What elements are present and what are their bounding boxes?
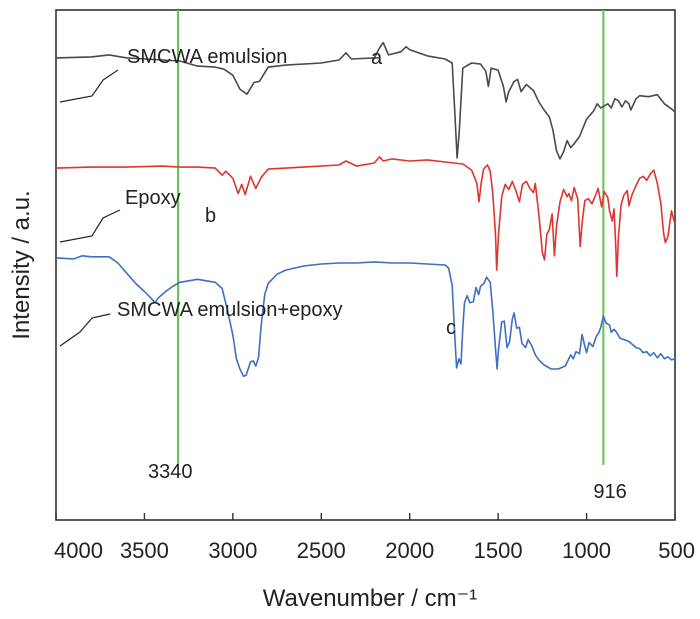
plot-frame [55, 9, 676, 521]
series-letter-c: c [446, 317, 456, 339]
series-leader-a [59, 69, 119, 103]
x-tick-label-500: 500 [658, 538, 695, 563]
reference-lines [177, 10, 605, 465]
series-leader-c [59, 313, 111, 347]
x-axis-title: Wavenumber / cm⁻¹ [263, 585, 478, 612]
series-leader-b [59, 209, 121, 243]
series-name-b: Epoxy [125, 187, 181, 209]
reference-label-3340: 3340 [148, 461, 193, 483]
series-line-b [55, 156, 676, 277]
series-line-a [55, 41, 676, 160]
series-letter-a: a [371, 47, 383, 69]
spectra-series [55, 41, 676, 377]
x-tick-label-3000: 3000 [208, 538, 257, 563]
series-line-c [55, 255, 676, 377]
series-letter-b: b [205, 205, 216, 227]
x-axis-ticks: 4000 3500 3000 2500 2000 1500 1000 500 [54, 513, 695, 563]
reference-label-916: 916 [593, 481, 626, 503]
series-name-c: SMCWA emulsion+epoxy [117, 299, 342, 321]
x-tick-label-1000: 1000 [562, 538, 611, 563]
series-name-a: SMCWA emulsion [127, 46, 287, 68]
x-tick-label-1500: 1500 [474, 538, 523, 563]
annotation-labels: 3340 916 SMCWA emulsion a Epoxy b SMCWA emulsi… [59, 46, 627, 503]
y-axis-title: Intensity / a.u. [8, 190, 35, 339]
x-tick-label-3500: 3500 [120, 538, 169, 563]
x-tick-label-2500: 2500 [297, 538, 346, 563]
x-tick-label-4000: 4000 [54, 538, 103, 563]
x-tick-label-2000: 2000 [385, 538, 434, 563]
